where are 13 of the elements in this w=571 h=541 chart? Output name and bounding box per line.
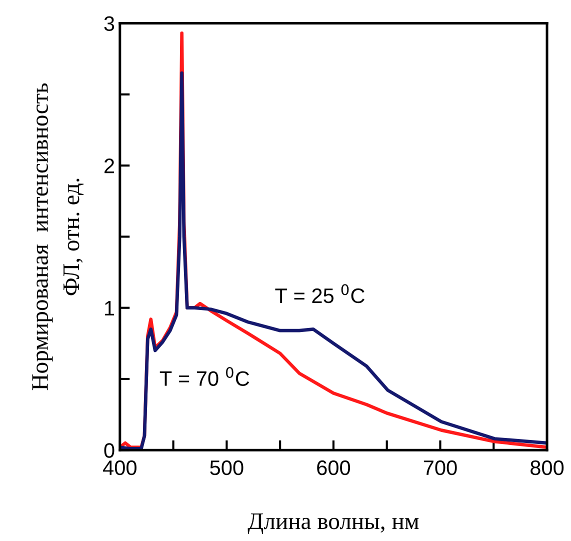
x-tick-label: 400 — [103, 460, 136, 476]
x-axis-title: Длина волны, нм — [248, 514, 419, 534]
y-tick-label: 3 — [104, 16, 114, 32]
y-tick-label: 2 — [104, 158, 114, 174]
x-tick-label: 700 — [424, 460, 457, 476]
x-tick-label: 600 — [317, 460, 350, 476]
y-tick-label: 0 — [104, 443, 114, 458]
y-axis-title: Нормированая интенсивность ФЛ, отн. ед. — [32, 83, 84, 390]
annotation: T = 25 $^{0}$C — [275, 284, 364, 304]
annotation: T = 70 $^{0}$C — [160, 366, 250, 386]
x-tick-label: 500 — [210, 460, 244, 476]
y-tick-label: 1 — [105, 301, 114, 316]
x-tick-label: 800 — [530, 460, 564, 476]
